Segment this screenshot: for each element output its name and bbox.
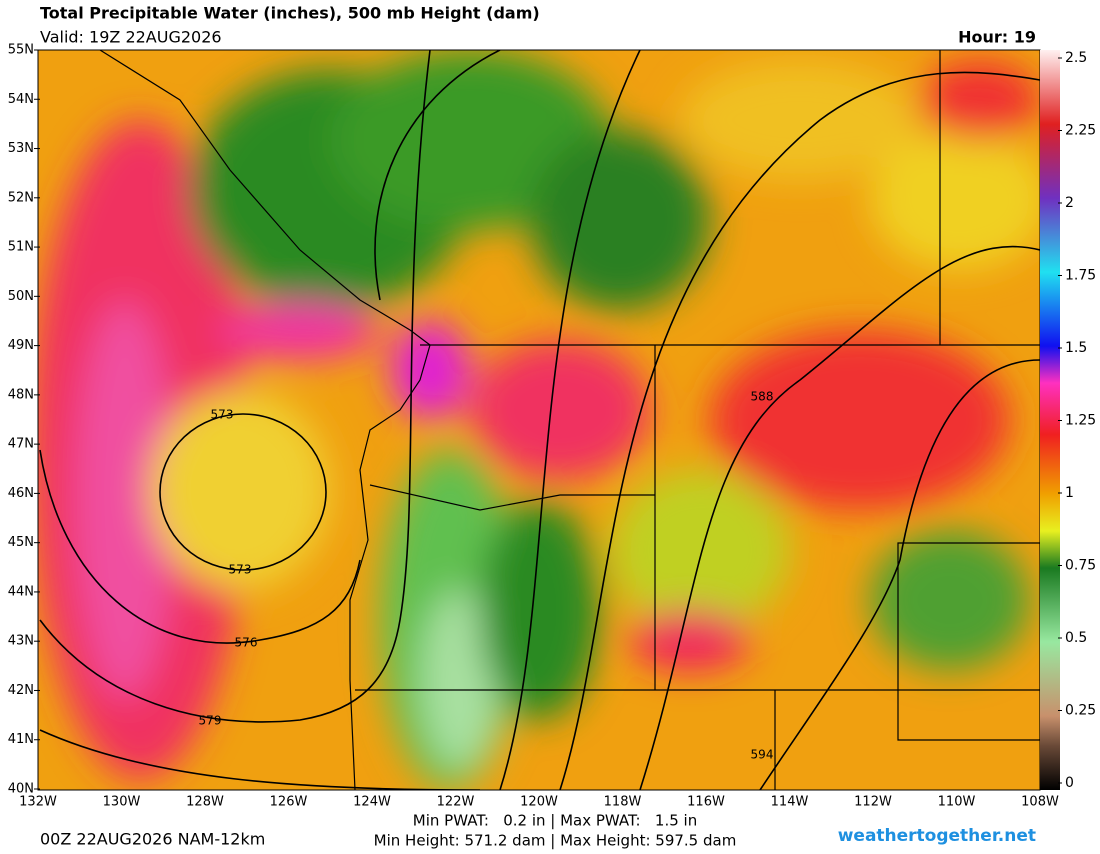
contour-label: 594 <box>751 748 774 762</box>
lon-label: 122W <box>437 795 475 810</box>
lat-label: 55N <box>8 43 34 58</box>
lat-label: 51N <box>8 240 34 255</box>
colorbar-label: 1.5 <box>1065 340 1087 356</box>
pwat-range: Min PWAT: 0.2 in | Max PWAT: 1.5 in <box>413 812 697 830</box>
contour-label: 573 <box>229 563 252 577</box>
pwat-field <box>38 50 1040 790</box>
contour-label: 576 <box>235 636 258 650</box>
lon-label: 108W <box>1021 795 1059 810</box>
colorbar-label: 1 <box>1065 485 1074 501</box>
lat-label: 43N <box>8 634 34 649</box>
lat-label: 42N <box>8 683 34 698</box>
forecast-hour: Hour: 19 <box>958 28 1036 47</box>
lon-label: 110W <box>938 795 976 810</box>
lon-label: 114W <box>771 795 809 810</box>
model-run: 00Z 22AUG2026 NAM-12km <box>40 830 265 849</box>
site: weathertogether.net <box>838 826 1036 846</box>
colorbar-label: 2.5 <box>1065 50 1087 66</box>
contour-label: 579 <box>199 714 222 728</box>
colorbar-label: 0 <box>1065 775 1074 791</box>
lon-label: 128W <box>186 795 224 810</box>
lon-label: 132W <box>19 795 57 810</box>
height-range: Min Height: 571.2 dam | Max Height: 597.… <box>374 832 737 850</box>
lon-label: 120W <box>520 795 558 810</box>
lat-label: 49N <box>8 338 34 353</box>
lat-label: 54N <box>8 92 34 107</box>
valid-time: Valid: 19Z 22AUG2026 <box>40 28 222 47</box>
colorbar <box>1040 50 1060 790</box>
lat-label: 50N <box>8 289 34 304</box>
lat-label: 46N <box>8 486 34 501</box>
lon-label: 124W <box>353 795 391 810</box>
lon-label: 112W <box>854 795 892 810</box>
lat-label: 40N <box>8 782 34 797</box>
contour-label: 573 <box>211 408 234 422</box>
lon-label: 116W <box>687 795 725 810</box>
colorbar-label: 2.25 <box>1065 123 1096 139</box>
lon-label: 130W <box>103 795 141 810</box>
colorbar-label: 2 <box>1065 195 1074 211</box>
colorbar-label: 0.75 <box>1065 558 1096 574</box>
contour-label: 588 <box>751 390 774 404</box>
lon-label: 118W <box>604 795 642 810</box>
lat-label: 53N <box>8 141 34 156</box>
lat-label: 41N <box>8 732 34 747</box>
colorbar-label: 1.75 <box>1065 268 1096 284</box>
colorbar-label: 0.5 <box>1065 630 1087 646</box>
lat-label: 44N <box>8 584 34 599</box>
lon-label: 126W <box>270 795 308 810</box>
colorbar-label: 0.25 <box>1065 703 1096 719</box>
lat-label: 48N <box>8 387 34 402</box>
lat-label: 45N <box>8 535 34 550</box>
colorbar-label: 1.25 <box>1065 413 1096 429</box>
lat-label: 52N <box>8 190 34 205</box>
title: Total Precipitable Water (inches), 500 m… <box>40 4 540 23</box>
lat-label: 47N <box>8 437 34 452</box>
